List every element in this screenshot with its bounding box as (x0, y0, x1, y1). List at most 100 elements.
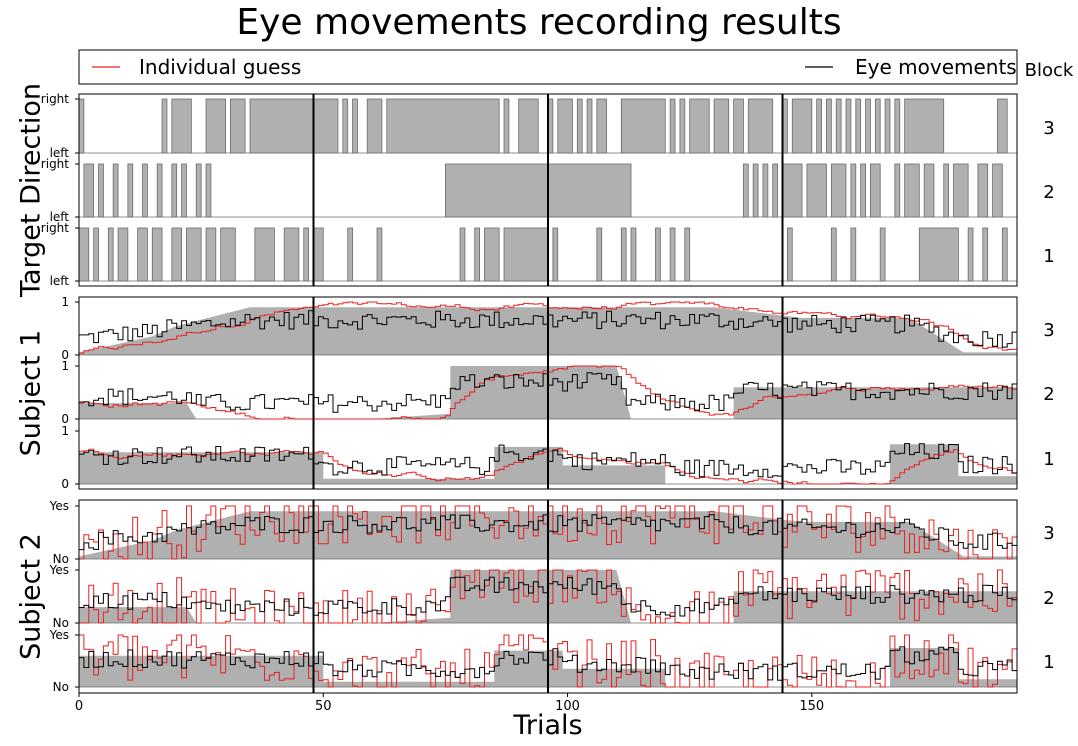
target-bar (586, 98, 593, 154)
track-block-3: right left (41, 92, 1017, 160)
ytick-top: 1 (61, 295, 69, 309)
panel-ylabel: Target Direction (15, 83, 46, 298)
ytick-top: right (41, 221, 69, 235)
target-bar (171, 163, 178, 218)
target-bar (874, 98, 881, 154)
xtick-label: 150 (799, 699, 824, 714)
block-label-3: 3 (1043, 320, 1054, 341)
track-block-2: right left (41, 157, 1017, 224)
target-bar (884, 98, 891, 154)
target-bar (552, 227, 559, 282)
target-bar (684, 227, 691, 282)
target-bar (791, 98, 813, 154)
target-bar (220, 227, 236, 282)
block-label-3: 3 (1043, 523, 1054, 544)
target-bar (484, 227, 500, 282)
block-label-1: 1 (1043, 246, 1054, 267)
target-bar (772, 163, 779, 218)
target-bar (376, 227, 383, 282)
target-bar (445, 163, 632, 218)
target-bar (669, 227, 676, 282)
target-bar (894, 98, 901, 154)
target-bar (366, 98, 383, 154)
target-bar (156, 163, 163, 218)
target-bar (860, 163, 866, 218)
target-bar (747, 98, 774, 154)
target-bar (112, 163, 119, 218)
ytick-top: right (41, 157, 69, 171)
target-bar (596, 227, 603, 282)
target-bar (254, 227, 275, 282)
panel-ylabel: Subject 1 (15, 330, 46, 457)
target-bar (855, 98, 862, 154)
ytick-bottom: 0 (61, 477, 69, 491)
ytick-top: Yes (49, 628, 69, 642)
x-axis-label: Trials (512, 710, 582, 741)
ytick-bottom: No (53, 552, 69, 566)
target-bar (151, 227, 163, 282)
panel-frame (78, 499, 1018, 694)
target-bar (830, 163, 847, 218)
target-bar (171, 98, 192, 154)
target-bar (117, 227, 129, 282)
guess-trace (79, 448, 1017, 485)
target-bar (826, 98, 832, 154)
target-bar (762, 163, 769, 218)
ytick-top: 1 (61, 359, 69, 373)
target-bar (918, 227, 959, 282)
target-bar (850, 163, 857, 218)
target-bar (904, 98, 945, 154)
block-label-2: 2 (1043, 384, 1054, 405)
target-bar (474, 227, 481, 282)
target-bar (982, 227, 989, 282)
target-bar (161, 98, 168, 154)
target-bar (679, 98, 686, 154)
track-block-1: right left (41, 221, 1017, 288)
ytick-bottom: left (50, 146, 70, 160)
target-bar (205, 227, 217, 282)
target-bar (997, 98, 1008, 154)
target-bar (303, 227, 310, 282)
target-bar (850, 227, 857, 282)
guess-trace (79, 634, 1017, 688)
target-bar (557, 98, 573, 154)
target-bar (386, 98, 500, 154)
xtick-label: 100 (555, 699, 580, 714)
legend-box (78, 49, 1018, 85)
ytick-top: Yes (49, 563, 69, 577)
ytick-top: 1 (61, 424, 69, 438)
target-bar (904, 163, 920, 218)
target-bar (186, 227, 202, 282)
target-bar (923, 163, 935, 218)
target-bar (879, 227, 886, 282)
target-bar (1001, 227, 1008, 282)
target-bar (743, 163, 749, 218)
target-bar (283, 227, 300, 282)
target-bar (992, 163, 1003, 218)
target-bar (195, 163, 202, 218)
ytick-bottom: No (53, 680, 69, 694)
target-bar (78, 98, 85, 154)
target-bar (845, 98, 852, 154)
ytick-top: Yes (49, 499, 69, 513)
block-label-3: 3 (1043, 118, 1054, 139)
target-bar (967, 227, 974, 282)
target-bar (313, 227, 324, 282)
target-bar (894, 163, 901, 218)
target-bar (137, 227, 148, 282)
target-bar (352, 98, 358, 154)
ytick-bottom: 0 (61, 412, 69, 426)
panel-ylabel: Subject 2 (15, 533, 46, 660)
target-bar (596, 98, 608, 154)
block-label-2: 2 (1043, 182, 1054, 203)
block-label-1: 1 (1043, 449, 1054, 470)
target-bar (459, 227, 466, 282)
target-bar (620, 227, 627, 282)
target-bar (713, 98, 730, 154)
target-bar (93, 227, 99, 282)
target-bar (870, 163, 881, 218)
target-bar (576, 98, 583, 154)
